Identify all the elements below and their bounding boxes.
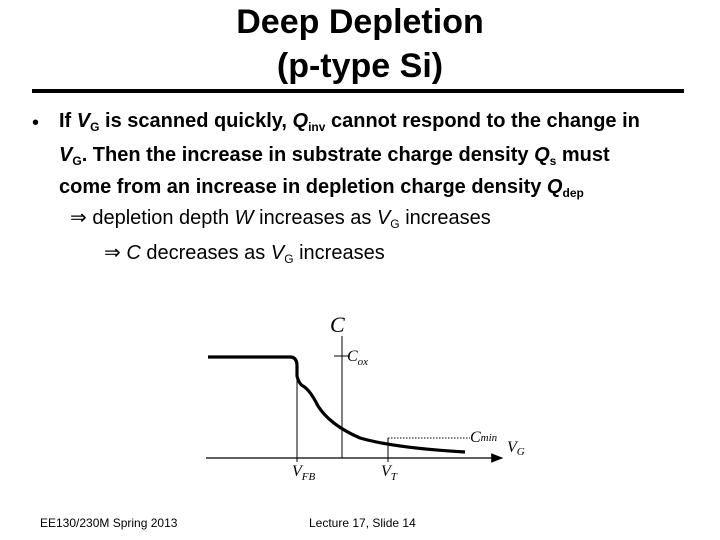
bullet-line-1: If VG is scanned quickly, Qinv cannot re…: [59, 110, 640, 134]
title-underline: [32, 89, 684, 93]
implies-arrow-icon: ⇒: [104, 242, 121, 264]
slide-title-line2: (p-type Si): [276, 47, 444, 85]
deep-depletion-curve: [208, 355, 466, 454]
footer-course: EE130/230M Spring 2013: [40, 516, 178, 530]
y-axis-label: C: [330, 312, 345, 337]
bullet-line-2: VG. Then the increase in substrate charg…: [59, 144, 610, 168]
implication-line-2: ⇒ C decreases as VG increases: [104, 242, 385, 266]
bullet-line-3: come from an increase in depletion charg…: [59, 176, 584, 200]
cmin-label: Cmin: [470, 429, 498, 446]
vt-label: VT: [381, 463, 398, 483]
cox-label: Cox: [347, 348, 368, 368]
vfb-label: VFB: [292, 463, 316, 483]
implication-line-1: ⇒ depletion depth W increases as VG incr…: [70, 207, 491, 231]
implies-arrow-icon: ⇒: [70, 207, 87, 229]
footer-slide-number: Lecture 17, Slide 14: [309, 516, 416, 530]
x-axis-label: VG: [507, 439, 525, 458]
slide-title-line1: Deep Depletion: [236, 3, 484, 41]
bullet-marker: •: [32, 112, 40, 134]
